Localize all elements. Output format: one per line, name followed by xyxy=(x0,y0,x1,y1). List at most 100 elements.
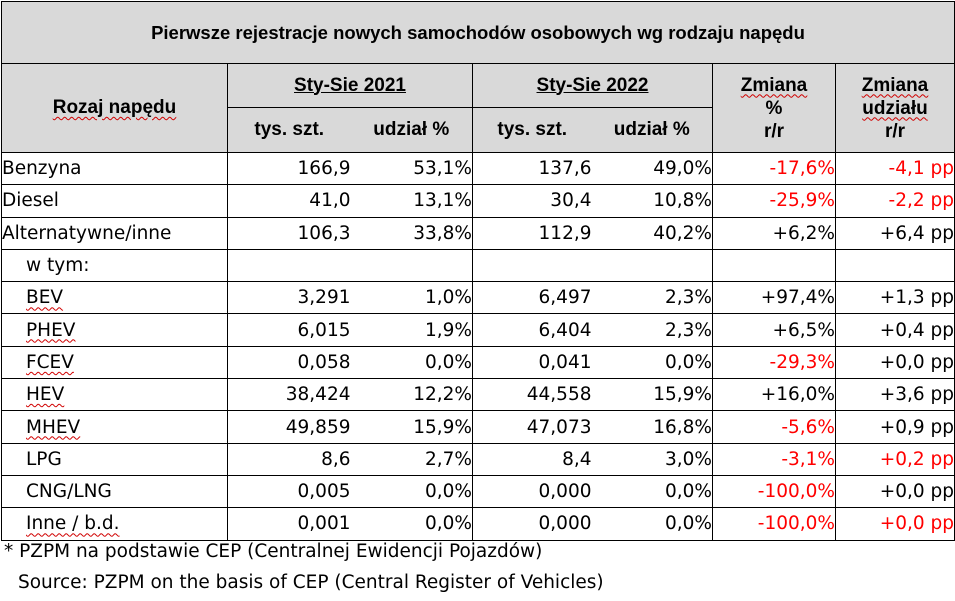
header-drive-type-label: Rozaj napędu xyxy=(52,97,177,118)
change-share: +0,0 pp xyxy=(879,481,954,503)
units-2022-cell: 47,073 xyxy=(472,410,592,444)
change-share: +0,9 pp xyxy=(879,416,954,438)
row-name-cell: Inne / b.d. xyxy=(1,507,228,541)
units-2022: 6,404 xyxy=(538,319,592,341)
share-2021: 0,0% xyxy=(425,481,472,503)
header-period-2021-label: Sty-Sie 2021 xyxy=(294,74,406,96)
share-2022: 0,0% xyxy=(665,481,712,503)
change-share: +0,4 pp xyxy=(879,319,954,341)
units-2021-cell: 38,424 xyxy=(227,378,351,412)
share-2022-cell: 49,0% xyxy=(591,151,713,186)
units-2022-cell: 0,000 xyxy=(472,507,592,541)
share-2021: 15,9% xyxy=(413,416,472,438)
share-2021-cell: 53,1% xyxy=(350,151,473,186)
share-2021: 12,2% xyxy=(413,384,472,406)
change-pct-cell: +16,0% xyxy=(712,378,836,412)
table-row: CNG/LNG 0,005 0,0% 0,000 0,0% -100,0% +0,0 pp xyxy=(1,474,955,509)
units-2021: 0,005 xyxy=(297,481,351,503)
share-2021-cell: 2,7% xyxy=(350,442,473,476)
registrations-table: Pierwsze rejestracje nowych samochodów o… xyxy=(1,1,955,541)
change-pct-cell: -29,3% xyxy=(712,345,836,380)
table-row: PHEV 6,015 1,9% 6,404 2,3% +6,5% +0,4 pp xyxy=(1,313,955,347)
header-change-pct-line3: r/r xyxy=(763,120,785,142)
units-2021: 166,9 xyxy=(297,158,351,180)
share-2022-cell: 10,8% xyxy=(591,184,713,218)
change-pct: -5,6% xyxy=(781,416,835,438)
share-2021-cell: 0,0% xyxy=(350,345,473,380)
change-share-cell: -4,1 pp xyxy=(835,151,955,186)
row-name-cell: Alternatywne/inne xyxy=(1,216,228,250)
units-2022: 0,041 xyxy=(538,351,592,373)
change-share: +6,4 pp xyxy=(879,222,954,244)
share-2021-cell: 0,0% xyxy=(350,507,473,541)
change-pct-cell: -3,1% xyxy=(712,442,836,476)
change-share: +3,6 pp xyxy=(879,384,954,406)
row-name-cell: HEV xyxy=(1,378,228,412)
row-name-cell: FCEV xyxy=(1,345,228,380)
table-row: HEV 38,424 12,2% 44,558 15,9% +16,0% +3,6 pp xyxy=(1,378,955,412)
share-2021-cell xyxy=(350,248,473,283)
change-share-cell: +1,3 pp xyxy=(835,281,955,315)
row-name-cell: Benzyna xyxy=(1,151,228,186)
units-2021-cell: 0,001 xyxy=(227,507,351,541)
change-share-cell: +0,0 pp xyxy=(835,474,955,509)
units-2021-cell xyxy=(227,248,351,283)
header-period-2022-label: Sty-Sie 2022 xyxy=(536,74,649,96)
units-2021-cell: 166,9 xyxy=(227,151,351,186)
share-2022: 2,3% xyxy=(665,319,712,341)
row-name-cell: Diesel xyxy=(1,184,228,218)
share-2022-cell: 16,8% xyxy=(591,410,713,444)
units-2022-cell: 0,041 xyxy=(472,345,592,380)
table-row: w tym: xyxy=(1,248,955,283)
row-name-cell: PHEV xyxy=(1,313,228,347)
table-title: Pierwsze rejestracje nowych samochodów o… xyxy=(1,1,955,64)
change-pct-cell: -25,9% xyxy=(712,184,836,218)
row-name: FCEV xyxy=(26,351,74,373)
share-2022-cell: 0,0% xyxy=(591,345,713,380)
change-share-cell: +6,4 pp xyxy=(835,216,955,250)
change-pct-cell: -100,0% xyxy=(712,474,836,509)
share-2022-cell: 2,3% xyxy=(591,281,713,315)
share-2021-cell: 1,0% xyxy=(350,281,473,315)
units-2021: 6,015 xyxy=(297,319,351,341)
header-drive-type: Rozaj napędu xyxy=(1,63,228,153)
change-pct-cell xyxy=(712,248,836,283)
units-2021: 0,001 xyxy=(297,513,351,535)
change-pct: -29,3% xyxy=(769,351,835,373)
change-share: -2,2 pp xyxy=(888,190,954,212)
share-2022-cell: 3,0% xyxy=(591,442,713,476)
units-2021-cell: 41,0 xyxy=(227,184,351,218)
table-row: Inne / b.d. 0,001 0,0% 0,000 0,0% -100,0% +0,0… xyxy=(1,507,955,541)
row-name-cell: MHEV xyxy=(1,410,228,444)
source-note: Source: PZPM on the basis of CEP (Centra… xyxy=(18,572,604,593)
header-change-pct: Zmiana % r/r xyxy=(712,63,836,153)
change-pct: -25,9% xyxy=(769,190,835,212)
change-share-cell: +0,9 pp xyxy=(835,410,955,444)
units-2022-cell: 44,558 xyxy=(472,378,592,412)
share-2022: 3,0% xyxy=(665,448,712,470)
change-share: +0,0 pp xyxy=(879,513,954,535)
row-name-cell: w tym: xyxy=(1,248,228,283)
change-share-cell: +0,0 pp xyxy=(835,507,955,541)
change-share: +1,3 pp xyxy=(879,287,954,309)
row-name: PHEV xyxy=(26,319,76,341)
share-2021-cell: 15,9% xyxy=(350,410,473,444)
change-pct-cell: +97,4% xyxy=(712,281,836,315)
share-2021: 0,0% xyxy=(425,513,472,535)
share-2022-cell: 0,0% xyxy=(591,507,713,541)
row-name: CNG/LNG xyxy=(26,481,112,503)
change-pct: -100,0% xyxy=(757,481,835,503)
share-2022: 2,3% xyxy=(665,287,712,309)
share-2021: 33,8% xyxy=(413,222,472,244)
change-pct-cell: +6,5% xyxy=(712,313,836,347)
units-2022-cell: 0,000 xyxy=(472,474,592,509)
header-units-2021: tys. szt. xyxy=(227,107,351,153)
units-2022: 8,4 xyxy=(562,448,592,470)
change-share-cell xyxy=(835,248,955,283)
share-2021-cell: 13,1% xyxy=(350,184,473,218)
units-2021: 41,0 xyxy=(309,190,351,212)
share-2022-cell xyxy=(591,248,713,283)
units-2022: 47,073 xyxy=(526,416,592,438)
change-pct-cell: -5,6% xyxy=(712,410,836,444)
row-name: Inne / b.d. xyxy=(26,513,120,535)
